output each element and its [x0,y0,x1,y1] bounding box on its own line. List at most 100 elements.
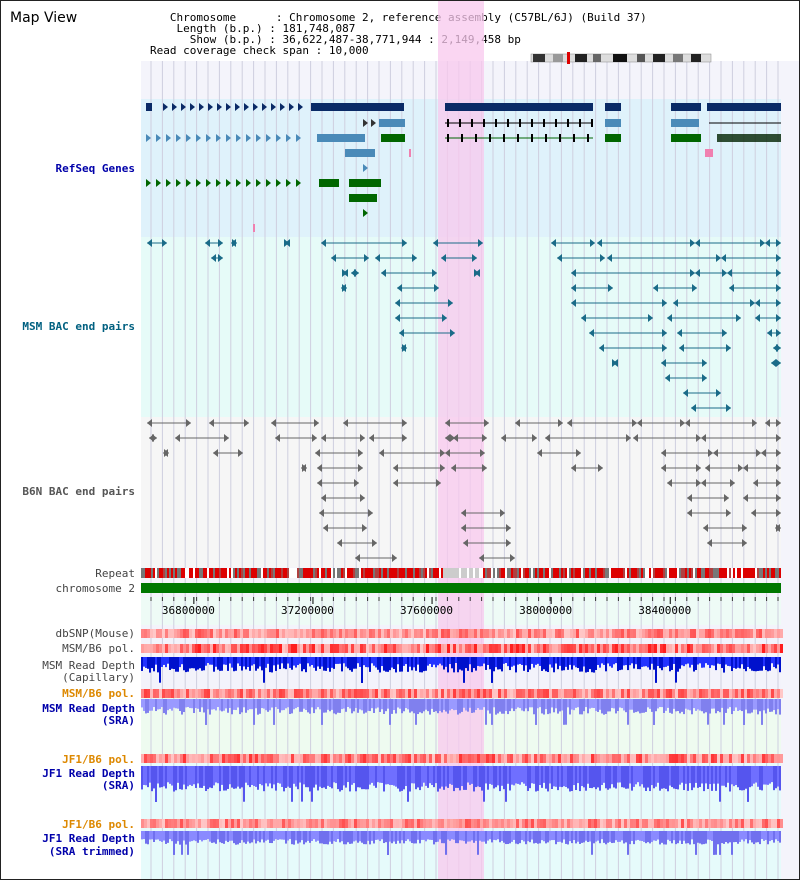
pol-cell [546,689,549,698]
depth-bar [581,699,583,715]
pol-cell [243,629,246,638]
pol-cell [432,644,435,653]
pol-cell [465,644,468,653]
depth-bar [215,699,217,711]
depth-bar [661,699,663,708]
depth-bar [539,699,541,708]
repeat-element [409,568,411,578]
depth-bar [351,657,353,672]
pol-cell [228,754,231,763]
depth-bar [655,657,657,683]
depth-bar [699,766,701,788]
pol-cell [252,754,255,763]
depth-bar [279,831,281,840]
bac-end-right [558,419,563,427]
depth-bar [599,766,601,791]
pol-cell [750,754,753,763]
depth-bar [671,657,673,670]
pol-cell [501,689,504,698]
pol-cell [597,754,600,763]
depth-bar [283,699,285,711]
depth-bar [409,766,411,792]
pol-cell [234,819,237,828]
depth-bar [767,766,769,785]
track-label-b6n-bac[interactable]: B6N BAC end pairs [22,485,135,498]
depth-bar [307,657,309,664]
repeat-element [169,568,171,578]
gene-exon [280,103,285,111]
depth-bar [491,766,493,785]
depth-bar [411,657,413,671]
depth-bar [779,766,781,791]
bac-end-right [510,554,515,562]
track-label-msm-bac[interactable]: MSM BAC end pairs [22,320,135,333]
bac-end-right [716,254,721,262]
depth-bar [297,657,299,666]
depth-bar [143,699,145,711]
depth-bar [653,766,655,789]
depth-bar [705,657,707,664]
pol-cell [369,644,372,653]
pol-cell [579,754,582,763]
depth-bar [247,657,249,667]
depth-bar [675,831,677,845]
repeat-element [511,568,513,578]
pol-cell [522,629,525,638]
pol-cell [594,644,597,653]
pol-cell [486,644,489,653]
pol-cell [720,819,723,828]
pol-cell [414,629,417,638]
depth-bar [347,657,349,669]
depth-bar [729,766,731,792]
depth-bar [295,699,297,709]
depth-bar [379,699,381,712]
pol-cell [396,629,399,638]
depth-bar [289,831,291,840]
pol-cell [414,819,417,828]
bac-end-left [393,479,398,487]
depth-bar [471,766,473,784]
pol-cell [516,819,519,828]
bac-end-right [218,239,223,247]
depth-bar [419,699,421,713]
bac-end-right [500,509,505,517]
repeat-element [261,568,263,578]
depth-bar [235,831,237,845]
bac-end-right [576,449,581,457]
depth-bar [275,831,277,840]
pol-cell [357,754,360,763]
depth-bar [557,657,559,670]
gene-exon [156,179,161,187]
pol-cell [342,754,345,763]
pol-cell [621,689,624,698]
pol-cell [369,629,372,638]
depth-bar [315,657,317,671]
pol-cell [252,689,255,698]
depth-bar [527,699,529,712]
b6n-bac-end-pairs [147,419,781,577]
repeat-element [459,568,461,578]
depth-bar [735,766,737,785]
pol-cell [567,644,570,653]
pol-cell [237,644,240,653]
depth-bar [631,831,633,841]
pol-cell [441,689,444,698]
bac-end-left [597,239,602,247]
depth-bar [711,657,713,666]
depth-bar [723,699,725,725]
depth-bar [229,699,231,708]
track-label-refseq[interactable]: RefSeq Genes [55,162,135,175]
depth-bar [353,831,355,842]
pol-cell [747,754,750,763]
depth-bar [549,831,551,841]
bac-end-left [661,449,666,457]
pol-cell [738,629,741,638]
depth-bar [467,657,469,671]
repeat-element [561,568,563,578]
pol-cell [594,689,597,698]
gene-exon [495,119,497,127]
bac-end-right [738,464,743,472]
depth-bar [449,657,451,665]
bac-end-left [393,464,398,472]
